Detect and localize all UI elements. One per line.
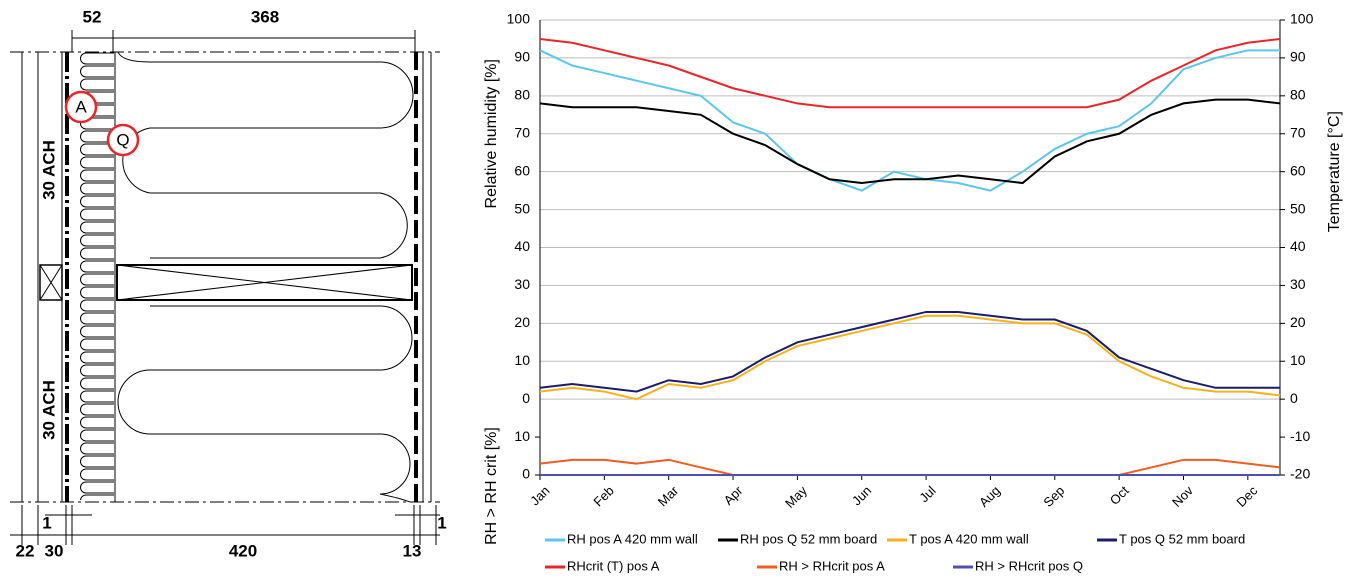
y-tick-label: 40 [514,238,530,254]
y-tick-label: 100 [507,11,531,27]
series-line [539,310,1280,393]
dimension-label: 420 [229,541,257,560]
large-meander [117,51,414,503]
beam-cross [116,264,413,301]
x-tick-label: Feb [590,483,616,509]
batten-cross [39,264,63,301]
x-tick-label: May [782,483,810,511]
y2-tick-label: 30 [1290,276,1306,292]
legend-label: RH > RHcrit pos Q [975,558,1083,573]
dimension-label: 22 [16,541,35,560]
y-axis-title: Relative humidity [%] [483,59,500,208]
x-tick-label: Mar [655,482,682,509]
legend-label: T pos Q 52 mm board [1119,531,1245,546]
y2-tick-label: 10 [1290,352,1306,368]
marker-a [64,90,98,124]
legend-label: T pos A 420 mm wall [909,531,1029,546]
x-tick-label: Oct [1107,483,1132,508]
y3-axis-title: RH > RH crit [%] [483,427,500,545]
y-tick-label: 70 [514,124,530,140]
y-tick-label: 60 [514,162,530,178]
series-line [539,37,1281,109]
marker-q [106,123,140,157]
x-tick-label: Jan [527,483,552,508]
x-tick-label: Jun [849,483,874,508]
y3-tick-label: 10 [514,428,530,444]
ach-label: 30 ACH [39,140,58,200]
legend-label: RHcrit (T) pos A [567,558,660,573]
x-tick-label: Aug [976,483,1003,510]
dimension-label: 1 [42,513,51,532]
dimension-label: 368 [251,7,279,26]
y2-tick-label: 60 [1290,162,1306,178]
y2-tick-label: 0 [1290,390,1298,406]
x-tick-label: Nov [1169,483,1196,510]
series-line [539,314,1281,401]
y-tick-label: 30 [514,276,530,292]
y2-tick-label: -10 [1290,428,1310,444]
legend-label: RH pos A 420 mm wall [567,531,698,546]
y3-tick-label: 0 [522,466,530,482]
dimension-label: 13 [403,541,422,560]
series-line [539,98,1281,185]
y-tick-label: 90 [514,49,530,65]
x-tick-label: Dec [1233,483,1260,510]
y2-tick-label: 20 [1290,314,1306,330]
y-tick-label: 20 [514,314,530,330]
y2-tick-label: -20 [1290,466,1310,482]
x-tick-label: Jul [916,483,938,505]
chart: 0 10 20 30 40 50 60 70 80 90 100 0 10 -20 -10 0 10 20 30 40… [483,11,1343,574]
marker-label: Q [116,130,129,149]
series-line [539,49,1280,192]
series-line [539,458,1281,476]
y2-axis-title: Temperature [°C] [1326,111,1343,232]
beam [116,264,413,301]
y2-tick-label: 50 [1290,200,1306,216]
legend-label: RH > RHcrit pos A [779,558,885,573]
y2-tick-label: 90 [1290,49,1306,65]
legend-label: RH pos Q 52 mm board [740,531,877,546]
y2-tick-label: 70 [1290,124,1306,140]
batten [39,264,63,301]
x-tick-label: Apr [721,482,746,507]
y2-tick-label: 80 [1290,87,1306,103]
y-tick-label: 80 [514,87,530,103]
y-tick-label: 10 [514,352,530,368]
dimension-label: 30 [45,541,64,560]
y2-tick-label: 40 [1290,238,1306,254]
y-tick-label: 50 [514,200,530,216]
y2-tick-label: 100 [1290,11,1314,27]
construction-drawing [10,30,440,545]
ach-label: 30 ACH [39,380,58,440]
x-tick-label: Sep [1040,483,1067,510]
y-tick-label: 0 [522,390,530,406]
small-meander [78,52,114,500]
dimension-label: 1 [437,513,446,532]
dimension-label: 52 [83,7,102,26]
marker-label: A [75,97,87,116]
